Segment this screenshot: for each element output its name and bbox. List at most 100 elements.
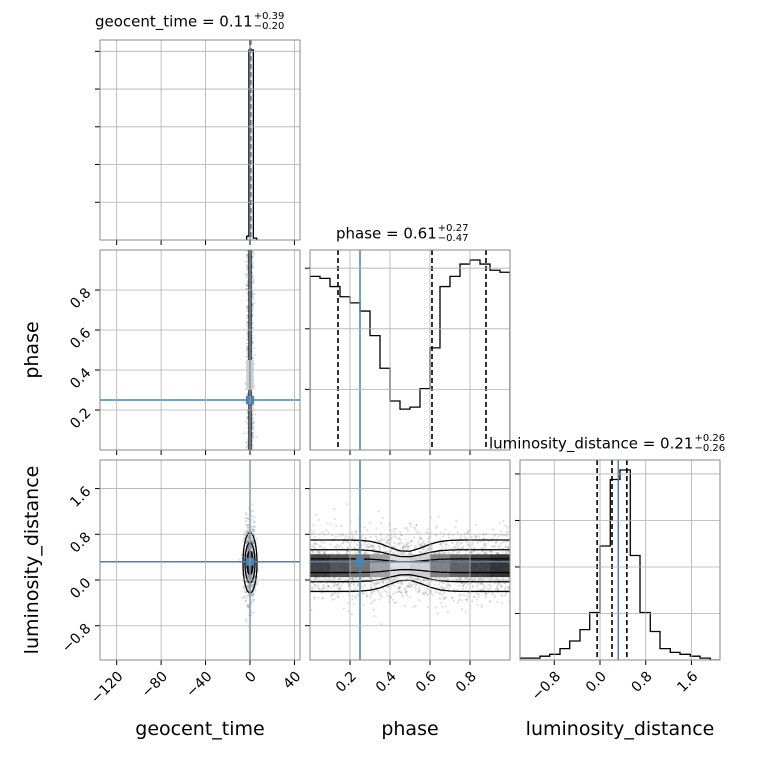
sample-point (252, 581, 255, 584)
sample-point (242, 587, 245, 590)
sample-point (364, 551, 367, 554)
sample-point (378, 544, 381, 547)
sample-point (253, 252, 256, 255)
x-tick-label-geocent_time-4: 40 (280, 669, 304, 693)
sample-point (326, 585, 329, 588)
sample-point (458, 594, 461, 597)
sample-point (392, 541, 396, 544)
sample-point (501, 594, 504, 597)
sample-point (424, 591, 427, 594)
sample-point (504, 545, 507, 548)
sample-point (485, 552, 488, 555)
x-tick-label-geocent_time-2: −40 (183, 669, 215, 701)
sample-point (251, 341, 254, 344)
sample-point (480, 606, 483, 609)
sample-point (247, 535, 250, 538)
sample-point (253, 384, 256, 388)
sample-point (398, 590, 401, 593)
sample-point (426, 547, 429, 550)
sample-point (250, 574, 254, 577)
sample-point (247, 576, 250, 579)
sample-point (462, 594, 466, 597)
sample-point (369, 576, 372, 579)
sample-point (351, 577, 355, 580)
sample-point (390, 545, 393, 548)
sample-point (446, 581, 449, 584)
sample-point (245, 539, 249, 542)
sample-point (372, 545, 375, 548)
sample-point (496, 588, 500, 591)
sample-point (495, 585, 499, 588)
sample-point (251, 431, 254, 435)
sample-point (318, 550, 321, 553)
sample-point (466, 543, 470, 546)
sample-point (439, 552, 442, 555)
sample-point (253, 520, 256, 523)
sample-point (417, 539, 420, 543)
sample-point (382, 581, 385, 584)
sample-point (380, 538, 383, 542)
sample-point (336, 582, 340, 586)
sample-point (455, 519, 458, 522)
sample-point (506, 587, 509, 590)
sample-point (251, 539, 254, 543)
sample-point (250, 536, 253, 540)
x-axis-label-geocent_time: geocent_time (135, 718, 264, 740)
sample-point (252, 421, 256, 424)
sample-point (417, 543, 421, 546)
sample-point (251, 282, 254, 286)
sample-point (361, 537, 364, 540)
sample-point (246, 526, 249, 530)
sample-point (443, 598, 446, 601)
sample-point (497, 588, 500, 591)
sample-point (373, 547, 376, 551)
sample-point (327, 585, 330, 588)
sample-point (246, 541, 249, 544)
sample-point (442, 552, 445, 555)
sample-point (247, 547, 250, 550)
sample-point (484, 595, 487, 599)
sample-point (490, 592, 493, 595)
title-luminosity-distance-minus: −0.26 (694, 443, 726, 454)
panel-content (310, 460, 510, 660)
sample-point (246, 334, 249, 337)
sample-point (470, 536, 473, 539)
sample-point (430, 547, 433, 550)
sample-point (466, 530, 469, 533)
sample-point (393, 591, 397, 594)
sample-point (504, 540, 507, 543)
sample-point (251, 321, 254, 325)
sample-point (385, 540, 388, 543)
sample-point (397, 538, 400, 541)
sample-point (435, 525, 438, 528)
sample-point (484, 592, 487, 595)
sample-point (313, 546, 316, 549)
y-axis-label-phase: phase (21, 321, 43, 378)
sample-point (441, 586, 444, 589)
sample-point (441, 535, 445, 538)
sample-point (476, 582, 479, 585)
sample-point (347, 581, 350, 585)
sample-point (405, 590, 408, 593)
sample-point (473, 546, 477, 550)
x-tick-label-geocent_time-3: 0 (242, 669, 260, 687)
sample-point (465, 598, 468, 601)
sample-point (347, 594, 351, 597)
sample-point (402, 551, 405, 555)
sample-point (246, 541, 249, 544)
sample-point (371, 577, 374, 580)
sample-point (352, 583, 355, 586)
sample-point (398, 587, 401, 590)
sample-point (322, 587, 325, 590)
sample-point (251, 436, 255, 439)
sample-point (480, 546, 483, 549)
sample-point (246, 275, 249, 278)
sample-point (439, 577, 442, 580)
sample-point (382, 587, 385, 590)
sample-point (420, 544, 424, 547)
sample-point (361, 576, 364, 580)
sample-point (252, 583, 255, 587)
sample-point (246, 347, 249, 350)
sample-point (407, 546, 410, 549)
sample-point (362, 603, 365, 606)
